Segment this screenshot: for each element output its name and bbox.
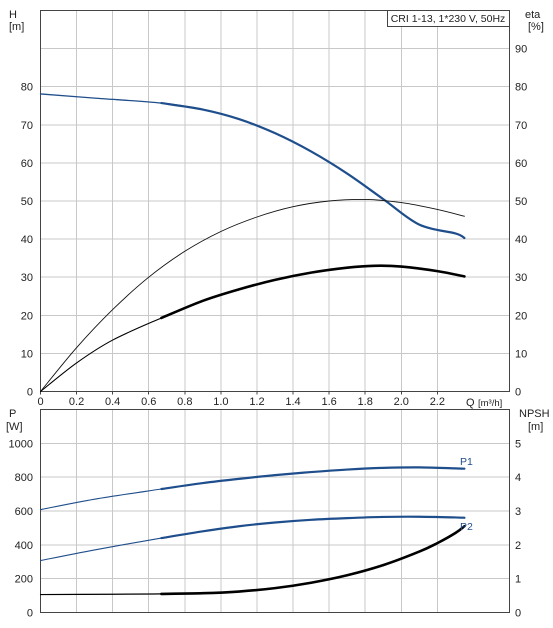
top-panel-tick-labels: 0 0.2 0.4 0.6 0.8 1.0 1.2 1.4 1.6 1.8 2.0 2.2 0 10 20 3… — [21, 44, 528, 408]
bottom-right-tick-label: 1 — [515, 574, 521, 586]
top-left-tick-label: 30 — [21, 272, 33, 284]
top-right-tick-label: 90 — [515, 44, 527, 56]
top-left-tick-label: 20 — [21, 310, 33, 322]
bottom-panel-tick-labels: 0 200 400 600 800 1000 0 1 2 3 4 5 — [9, 438, 522, 619]
efficiency-duty-duty-range — [160, 264, 466, 320]
top-left-tick-label: 70 — [21, 120, 33, 132]
top-left-tick-label: 10 — [21, 348, 33, 360]
x-tick-label: 1.0 — [213, 396, 228, 408]
x-tick-label: 1.8 — [358, 396, 373, 408]
bottom-right-tick-label: 3 — [515, 506, 521, 518]
bottom-right-tick-label: 5 — [515, 438, 521, 450]
bottom-left-axis-unit: [W] — [6, 421, 23, 433]
bottom-panel-grid — [40, 409, 510, 613]
x-tick-label: 0 — [37, 396, 43, 408]
bottom-right-tick-label: 2 — [515, 540, 521, 552]
top-right-tick-label: 50 — [515, 196, 527, 208]
bottom-right-tick-label: 4 — [515, 472, 521, 484]
head-duty-range — [160, 101, 466, 240]
x-tick-label: 1.4 — [285, 396, 300, 408]
top-right-tick-label: 0 — [515, 387, 521, 399]
top-panel-grid — [40, 10, 510, 392]
top-right-tick-label: 30 — [515, 272, 527, 284]
bottom-left-axis-letter: P — [9, 408, 16, 420]
top-left-axis-letter: H — [9, 9, 17, 21]
top-panel-curves — [39, 93, 466, 393]
bottom-panel-frame — [40, 409, 510, 613]
x-tick-label: 0.4 — [105, 396, 120, 408]
top-left-tick-label: 60 — [21, 158, 33, 170]
top-right-tick-label: 20 — [515, 310, 527, 322]
bottom-left-tick-label: 1000 — [9, 438, 33, 450]
x-tick-label: 0.8 — [177, 396, 192, 408]
top-left-tick-label: 40 — [21, 234, 33, 246]
bottom-left-tick-label: 0 — [27, 608, 33, 620]
top-right-tick-label: 80 — [515, 82, 527, 94]
p2-power-duty-range — [160, 515, 466, 540]
npsh-duty-range — [160, 524, 466, 596]
top-right-tick-label: 10 — [515, 348, 527, 360]
p1-power-duty-range — [160, 466, 466, 491]
top-left-tick-label: 50 — [21, 196, 33, 208]
top-left-tick-label: 80 — [21, 82, 33, 94]
top-left-tick-label: 0 — [27, 387, 33, 399]
bottom-left-tick-label: 600 — [15, 506, 33, 518]
series-label-p1: P1 — [460, 456, 473, 468]
bottom-right-axis-letter: NPSH — [519, 408, 550, 420]
x-tick-label: 1.2 — [249, 396, 264, 408]
x-tick-label: 2.2 — [430, 396, 445, 408]
x-tick-label: 0.6 — [141, 396, 156, 408]
top-panel-frame — [40, 10, 510, 392]
chart-title: CRI 1-13, 1*230 V, 50Hz — [391, 13, 506, 25]
x-tick-label: 0.2 — [69, 396, 84, 408]
top-right-tick-label: 60 — [515, 158, 527, 170]
chart-title-box — [387, 10, 510, 27]
x-tick-label: 1.6 — [321, 396, 336, 408]
bottom-right-axis-unit: [m] — [528, 421, 543, 433]
bottom-left-tick-label: 800 — [15, 472, 33, 484]
x-axis-letter: Q — [466, 397, 475, 409]
series-label-p2: P2 — [460, 521, 473, 533]
bottom-left-tick-label: 400 — [15, 540, 33, 552]
x-tick-label: 2.0 — [394, 396, 409, 408]
bottom-panel-curves — [39, 466, 466, 596]
top-left-axis-unit: [m] — [9, 21, 24, 33]
bottom-right-tick-label: 0 — [515, 608, 521, 620]
top-right-axis-unit: [%] — [528, 21, 544, 33]
top-right-axis-letter: eta — [525, 9, 541, 21]
bottom-left-tick-label: 200 — [15, 574, 33, 586]
efficiency-curve — [40, 198, 465, 392]
top-right-tick-label: 70 — [515, 120, 527, 132]
top-right-tick-label: 40 — [515, 234, 527, 246]
x-axis-unit: [m³/h] — [478, 398, 502, 409]
